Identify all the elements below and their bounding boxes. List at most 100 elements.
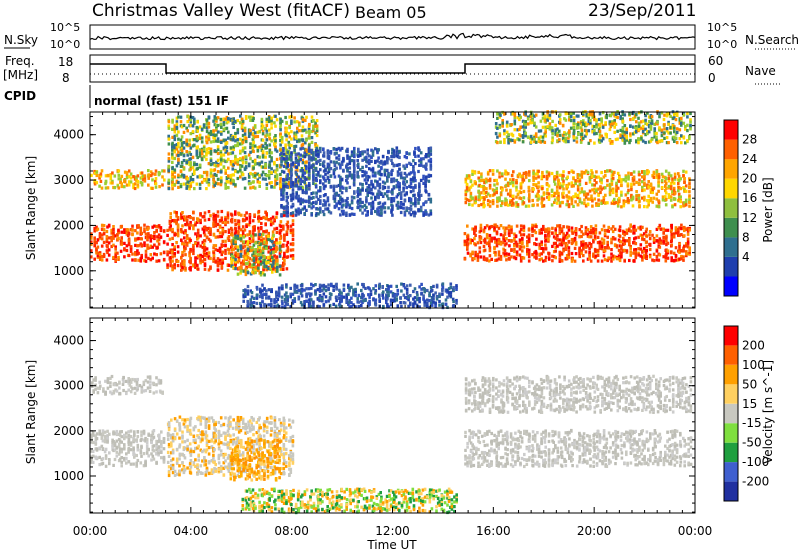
power-echo-cell <box>209 163 213 167</box>
power-echo-cell <box>409 162 413 166</box>
power-echo-cell <box>100 255 104 259</box>
power-echo-cell <box>312 170 315 174</box>
power-echo-cell <box>209 157 213 161</box>
power-echo-cell <box>216 137 220 141</box>
power-echo-cell <box>314 292 317 296</box>
power-echo-cell <box>282 194 285 198</box>
power-echo-cell <box>136 180 140 184</box>
power-echo-cell <box>547 234 551 238</box>
power-echo-cell <box>363 150 367 154</box>
power-echo-cell <box>198 151 202 155</box>
power-echo-cell <box>399 196 403 200</box>
power-echo-cell <box>125 244 129 248</box>
power-echo-cell <box>387 290 390 294</box>
power-echo-cell <box>257 215 261 219</box>
power-echo-cell <box>312 151 315 155</box>
power-echo-cell <box>237 212 241 216</box>
power-echo-cell <box>173 170 177 174</box>
power-echo-cell <box>535 225 538 229</box>
power-echo-cell <box>220 130 223 135</box>
power-echo-cell <box>159 235 163 239</box>
power-echo-cell <box>253 135 257 139</box>
power-echo-cell <box>245 265 248 269</box>
power-echo-cell <box>116 251 119 255</box>
power-echo-cell <box>226 236 230 240</box>
power-echo-cell <box>310 213 313 217</box>
power-echo-cell <box>371 153 375 157</box>
power-echo-cell <box>218 231 222 235</box>
power-echo-cell <box>231 159 235 164</box>
power-echo-cell <box>383 162 387 166</box>
power-echo-cell <box>490 257 493 261</box>
power-echo-cell <box>479 227 483 231</box>
power-echo-cell <box>282 267 285 271</box>
figure-title: Christmas Valley West (fitACF) <box>92 1 350 21</box>
power-echo-cell <box>236 248 240 252</box>
power-echo-cell <box>285 243 289 248</box>
power-echo-cell <box>273 217 276 221</box>
power-echo-cell <box>253 171 257 176</box>
power-echo-cell <box>510 255 513 259</box>
power-echo-cell <box>173 245 176 249</box>
power-echo-cell <box>519 233 523 237</box>
power-echo-cell <box>356 159 359 163</box>
power-echo-cell <box>175 144 179 148</box>
power-echo-cell <box>289 228 293 232</box>
power-echo-cell <box>265 216 268 220</box>
power-echo-cell <box>176 216 180 220</box>
power-echo-cell <box>218 261 222 265</box>
power-echo-cell <box>227 152 230 156</box>
power-echo-cell <box>399 210 403 215</box>
power-echo-cell <box>105 258 109 262</box>
power-echo-cell <box>674 258 678 262</box>
power-echo-cell <box>429 146 433 150</box>
power-echo-cell <box>119 239 123 243</box>
power-echo-cell <box>184 217 187 221</box>
power-echo-cell <box>645 227 648 231</box>
power-echo-cell <box>357 293 361 297</box>
power-echo-cell <box>295 184 298 188</box>
power-echo-cell <box>183 236 186 240</box>
power-echo-cell <box>193 169 196 173</box>
power-echo-cell <box>127 175 131 179</box>
power-echo-cell <box>399 301 402 305</box>
power-echo-cell <box>339 166 342 170</box>
power-echo-cell <box>169 264 172 268</box>
power-echo-cell <box>195 152 199 156</box>
power-echo-cell <box>275 176 279 181</box>
power-echo-cell <box>335 192 338 196</box>
power-echo-cell <box>173 127 177 131</box>
power-echo-cell <box>493 236 496 240</box>
power-echo-cell <box>399 191 403 195</box>
power-echo-cell <box>270 116 273 120</box>
power-echo-cell <box>332 189 336 193</box>
power-echo-cell <box>293 299 297 303</box>
power-echo-cell <box>251 137 255 142</box>
power-echo-cell <box>245 240 248 244</box>
power-echo-cell <box>106 174 110 178</box>
power-echo-cell <box>186 185 189 189</box>
power-echo-cell <box>189 247 192 252</box>
power-echo-cell <box>589 259 593 263</box>
power-echo-cell <box>225 126 229 130</box>
power-echo-cell <box>514 257 518 261</box>
power-echo-cell <box>282 224 285 228</box>
power-echo-cell <box>102 240 106 244</box>
power-echo-cell <box>205 170 209 175</box>
power-echo-cell <box>127 231 131 235</box>
power-echo-cell <box>409 301 412 305</box>
power-echo-cell <box>629 223 632 227</box>
power-echo-cell <box>307 195 311 199</box>
power-echo-cell <box>282 184 286 188</box>
power-echo-cell <box>245 252 248 256</box>
power-echo-cell <box>483 248 487 252</box>
power-echo-cell <box>304 118 307 122</box>
power-echo-cell <box>424 184 427 188</box>
power-echo-cell <box>359 197 362 201</box>
power-echo-cell <box>337 157 341 161</box>
power-echo-cell <box>171 118 174 122</box>
power-echo-cell <box>241 262 245 266</box>
power-echo-cell <box>625 239 629 243</box>
power-echo-cell <box>413 171 416 175</box>
power-echo-cell <box>268 116 272 120</box>
